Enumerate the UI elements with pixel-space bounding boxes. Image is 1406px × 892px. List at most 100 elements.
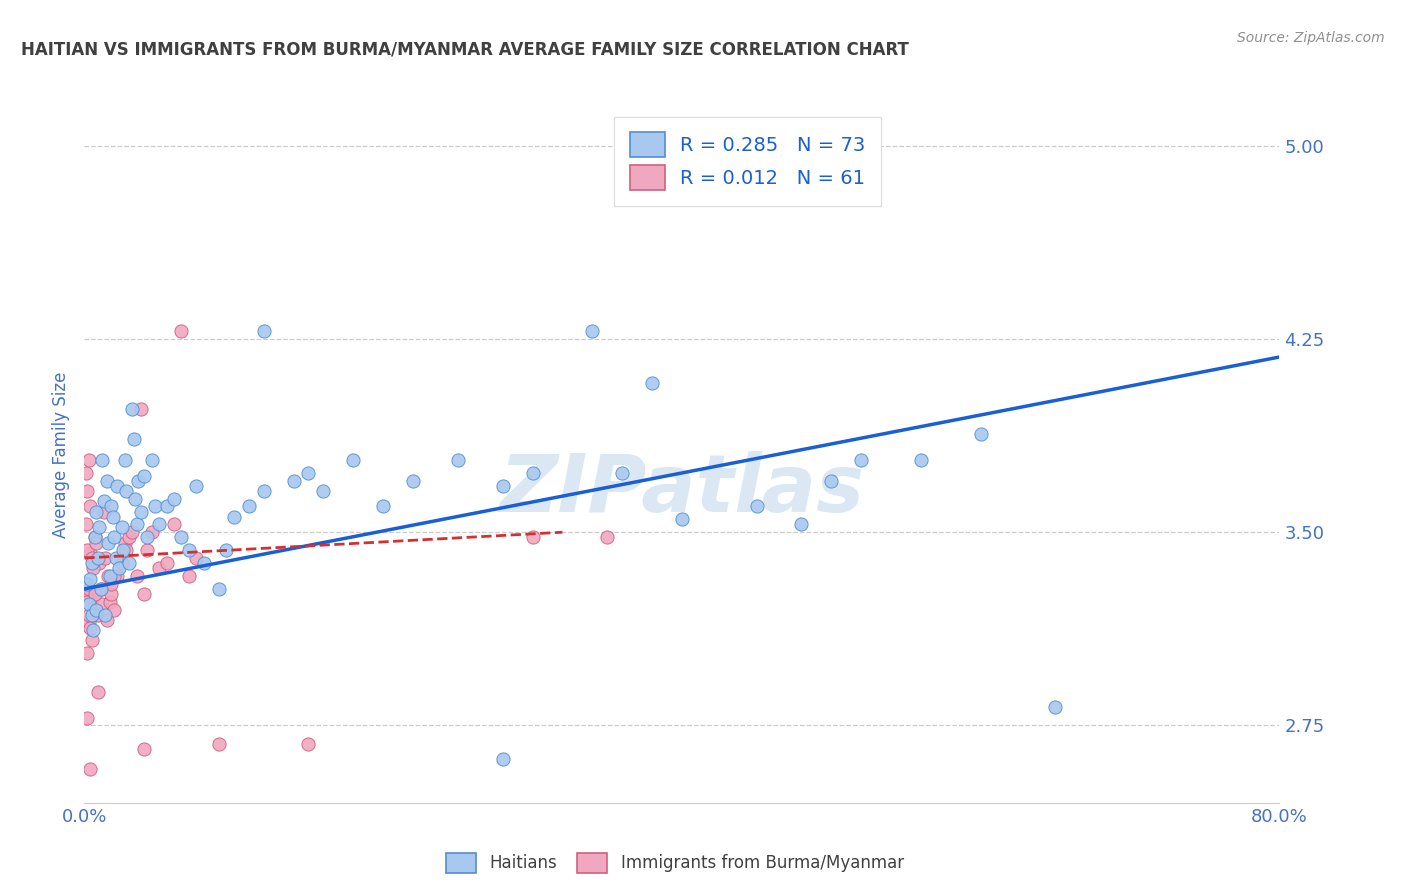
Point — [312, 483, 335, 498]
Point — [141, 525, 163, 540]
Point — [91, 453, 114, 467]
Point — [148, 561, 170, 575]
Point — [745, 500, 768, 514]
Point — [94, 551, 117, 566]
Point — [82, 623, 104, 637]
Legend: Haitians, Immigrants from Burma/Myanmar: Haitians, Immigrants from Burma/Myanmar — [440, 847, 910, 880]
Point — [79, 621, 101, 635]
Point — [100, 587, 122, 601]
Point — [80, 551, 103, 566]
Point — [115, 483, 138, 498]
Point — [492, 479, 515, 493]
Point — [127, 474, 149, 488]
Point — [170, 324, 193, 338]
Point — [91, 598, 114, 612]
Point — [98, 569, 121, 583]
Point — [522, 530, 544, 544]
Point — [121, 401, 143, 416]
Point — [132, 741, 156, 756]
Point — [101, 509, 124, 524]
Point — [86, 535, 108, 549]
Point — [124, 491, 146, 506]
Point — [114, 453, 136, 467]
Point — [76, 590, 98, 604]
Y-axis label: Average Family Size: Average Family Size — [52, 372, 70, 538]
Point — [80, 556, 103, 570]
Point — [79, 762, 101, 776]
Point — [77, 453, 100, 467]
Point — [148, 517, 170, 532]
Point — [581, 324, 603, 338]
Point — [208, 582, 231, 596]
Text: Source: ZipAtlas.com: Source: ZipAtlas.com — [1237, 31, 1385, 45]
Point — [141, 453, 163, 467]
Point — [136, 530, 159, 544]
Point — [447, 453, 470, 467]
Point — [93, 494, 115, 508]
Point — [94, 607, 117, 622]
Point — [79, 546, 101, 560]
Point — [90, 582, 112, 596]
Point — [77, 598, 100, 612]
Point — [373, 500, 395, 514]
Point — [90, 582, 112, 596]
Point — [100, 576, 122, 591]
Point — [76, 646, 98, 660]
Point — [111, 520, 134, 534]
Point — [222, 509, 245, 524]
Point — [107, 561, 129, 575]
Point — [87, 551, 110, 566]
Point — [100, 500, 122, 514]
Point — [114, 535, 136, 549]
Point — [118, 556, 141, 570]
Point — [121, 525, 143, 540]
Point — [970, 427, 993, 442]
Point — [89, 556, 111, 570]
Point — [253, 324, 276, 338]
Point — [790, 517, 813, 532]
Point — [136, 543, 159, 558]
Point — [186, 479, 208, 493]
Point — [86, 602, 108, 616]
Text: HAITIAN VS IMMIGRANTS FROM BURMA/MYANMAR AVERAGE FAMILY SIZE CORRELATION CHART: HAITIAN VS IMMIGRANTS FROM BURMA/MYANMAR… — [21, 40, 908, 58]
Point — [170, 530, 193, 544]
Point — [132, 468, 156, 483]
Point — [75, 466, 97, 480]
Point — [79, 572, 101, 586]
Point — [105, 479, 128, 493]
Point — [83, 587, 105, 601]
Point — [80, 633, 103, 648]
Point — [93, 505, 115, 519]
Point — [155, 556, 177, 570]
Point — [612, 466, 634, 480]
Point — [77, 615, 100, 630]
Point — [492, 752, 515, 766]
Point — [238, 500, 260, 514]
Point — [111, 556, 134, 570]
Point — [77, 607, 100, 622]
Point — [641, 376, 664, 390]
Point — [125, 569, 148, 583]
Point — [83, 530, 105, 544]
Point — [820, 474, 842, 488]
Point — [215, 543, 238, 558]
Point — [851, 453, 873, 467]
Point — [177, 543, 200, 558]
Point — [76, 595, 98, 609]
Point — [96, 474, 118, 488]
Point — [129, 401, 152, 416]
Point — [253, 483, 276, 498]
Point — [105, 569, 128, 583]
Point — [522, 466, 544, 480]
Point — [87, 607, 110, 622]
Point — [75, 576, 97, 591]
Point — [1045, 700, 1067, 714]
Point — [342, 453, 364, 467]
Point — [86, 602, 108, 616]
Point — [186, 551, 208, 566]
Point — [82, 590, 104, 604]
Point — [129, 505, 152, 519]
Point — [103, 530, 125, 544]
Point — [76, 711, 98, 725]
Point — [87, 685, 110, 699]
